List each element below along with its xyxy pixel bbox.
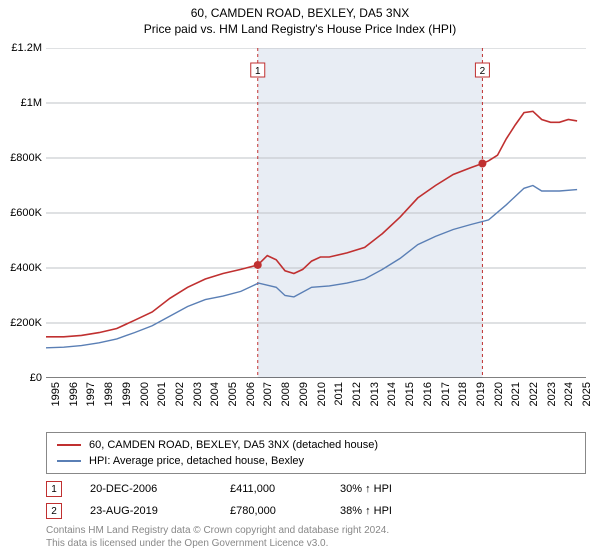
- sales-table: 1 20-DEC-2006£411,00030% ↑ HPI 2 23-AUG-201…: [46, 478, 440, 522]
- sale-marker: 2: [46, 503, 62, 519]
- x-axis-label: 2003: [192, 382, 204, 406]
- y-axis-label: £400K: [10, 262, 42, 274]
- credits: Contains HM Land Registry data © Crown c…: [46, 524, 389, 550]
- sale-marker: 1: [46, 481, 62, 497]
- x-axis-label: 2010: [316, 382, 328, 406]
- sale-date: 23-AUG-2019: [90, 505, 230, 517]
- credits-line1: Contains HM Land Registry data © Crown c…: [46, 524, 389, 537]
- legend-label: HPI: Average price, detached house, Bexl…: [89, 453, 304, 469]
- legend: 60, CAMDEN ROAD, BEXLEY, DA5 3NX (detach…: [46, 432, 586, 474]
- legend-item: HPI: Average price, detached house, Bexl…: [57, 453, 575, 469]
- chart-subtitle: Price paid vs. HM Land Registry's House …: [0, 20, 600, 36]
- x-axis-label: 2017: [440, 382, 452, 406]
- x-axis-label: 2009: [298, 382, 310, 406]
- x-axis-label: 2011: [333, 382, 345, 406]
- x-axis-label: 1998: [103, 382, 115, 406]
- legend-swatch: [57, 444, 81, 446]
- x-axis-label: 1999: [121, 382, 133, 406]
- sale-price: £780,000: [230, 505, 340, 517]
- x-axis-label: 2002: [174, 382, 186, 406]
- sale-row: 1 20-DEC-2006£411,00030% ↑ HPI: [46, 478, 440, 500]
- svg-text:2: 2: [480, 66, 486, 77]
- svg-text:1: 1: [255, 66, 261, 77]
- y-axis-label: £1M: [21, 97, 42, 109]
- chart-area: 12 £0£200K£400K£600K£800K£1M£1.2M 199519…: [46, 48, 586, 378]
- x-axis-label: 2018: [457, 382, 469, 406]
- x-axis-label: 2008: [280, 382, 292, 406]
- x-axis-label: 2013: [369, 382, 381, 406]
- sale-pct: 30% ↑ HPI: [340, 483, 440, 495]
- x-axis-label: 2007: [262, 382, 274, 406]
- x-axis-label: 2024: [563, 382, 575, 406]
- x-axis-label: 2025: [581, 382, 593, 406]
- sale-row: 2 23-AUG-2019£780,00038% ↑ HPI: [46, 500, 440, 522]
- x-axis-label: 1996: [68, 382, 80, 406]
- y-axis-label: £0: [30, 372, 42, 384]
- x-axis-label: 1995: [50, 382, 62, 406]
- credits-line2: This data is licensed under the Open Gov…: [46, 537, 389, 550]
- legend-item: 60, CAMDEN ROAD, BEXLEY, DA5 3NX (detach…: [57, 437, 575, 453]
- sale-date: 20-DEC-2006: [90, 483, 230, 495]
- y-axis-label: £1.2M: [11, 42, 42, 54]
- x-axis-label: 2021: [510, 382, 522, 406]
- x-axis-label: 2022: [528, 382, 540, 406]
- chart-svg: 12: [46, 48, 586, 378]
- x-axis-label: 1997: [85, 382, 97, 406]
- x-axis-label: 2019: [475, 382, 487, 406]
- x-axis-label: 2004: [209, 382, 221, 406]
- x-axis-label: 2005: [227, 382, 239, 406]
- x-axis-label: 2014: [386, 382, 398, 406]
- x-axis-label: 2023: [546, 382, 558, 406]
- sale-price: £411,000: [230, 483, 340, 495]
- x-axis-label: 2016: [422, 382, 434, 406]
- x-axis-label: 2020: [493, 382, 505, 406]
- chart-container: 60, CAMDEN ROAD, BEXLEY, DA5 3NX Price p…: [0, 0, 600, 560]
- legend-label: 60, CAMDEN ROAD, BEXLEY, DA5 3NX (detach…: [89, 437, 378, 453]
- x-axis-label: 2012: [351, 382, 363, 406]
- x-axis-label: 2015: [404, 382, 416, 406]
- y-axis-label: £800K: [10, 152, 42, 164]
- x-axis-label: 2000: [139, 382, 151, 406]
- x-axis-label: 2001: [156, 382, 168, 406]
- sale-pct: 38% ↑ HPI: [340, 505, 440, 517]
- chart-title: 60, CAMDEN ROAD, BEXLEY, DA5 3NX: [0, 0, 600, 20]
- y-axis-label: £200K: [10, 317, 42, 329]
- y-axis-label: £600K: [10, 207, 42, 219]
- x-axis-label: 2006: [245, 382, 257, 406]
- legend-swatch: [57, 460, 81, 462]
